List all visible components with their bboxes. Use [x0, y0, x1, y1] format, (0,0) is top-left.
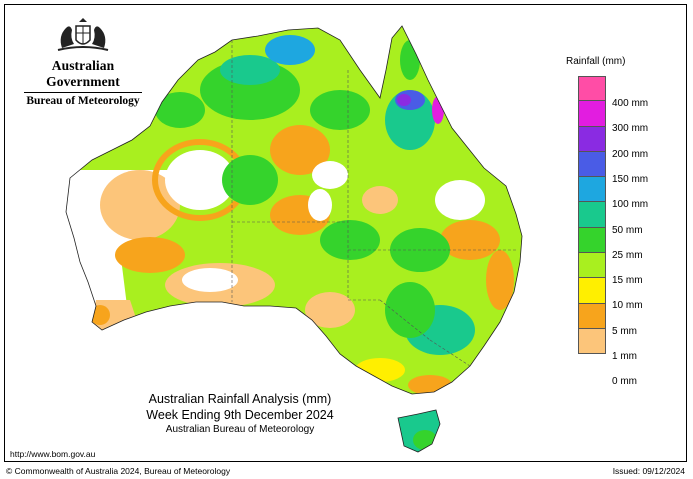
legend-label: 300 mm — [612, 123, 649, 135]
map-title-block: Australian Rainfall Analysis (mm) Week E… — [120, 392, 360, 435]
state-borders — [231, 40, 516, 367]
legend-swatch — [578, 76, 606, 102]
legend-label: 25 mm — [612, 249, 643, 261]
website-url[interactable]: http://www.bom.gov.au — [10, 449, 96, 459]
legend-swatch — [578, 303, 606, 329]
legend-swatch — [578, 328, 606, 355]
legend-swatch — [578, 177, 606, 203]
legend-swatch — [578, 151, 606, 178]
legend-label: 100 mm — [612, 199, 649, 211]
tasmania-outline — [397, 409, 441, 453]
australia-outline — [65, 25, 523, 395]
bureau-name: Bureau of Meteorology — [26, 95, 140, 107]
legend-swatch — [578, 253, 606, 279]
copyright-text: © Commonwealth of Australia 2024, Bureau… — [6, 466, 231, 476]
legend-swatch — [578, 126, 606, 152]
legend-swatch — [578, 202, 606, 228]
legend-label: 400 mm — [612, 98, 649, 109]
government-name: Australian Government — [46, 58, 120, 89]
legend-label: 50 mm — [612, 224, 643, 236]
legend-swatch — [578, 101, 606, 127]
legend-label: 0 mm — [612, 376, 637, 388]
legend-label: 15 mm — [612, 275, 643, 287]
legend-label: 150 mm — [612, 173, 649, 185]
map-title: Australian Rainfall Analysis (mm) — [148, 392, 332, 406]
legend-swatch — [578, 227, 606, 254]
issued-date: Issued: 09/12/2024 — [612, 466, 685, 476]
government-logo: Australian Government Bureau of Meteorol… — [18, 18, 148, 107]
legend-title: Rainfall (mm) — [566, 56, 626, 67]
legend-label: 5 mm — [612, 325, 637, 337]
legend-label: 1 mm — [612, 351, 637, 362]
map-source: Australian Bureau of Meteorology — [165, 424, 315, 435]
map-subtitle: Week Ending 9th December 2024 — [146, 408, 334, 422]
coat-of-arms-icon — [57, 18, 109, 51]
legend-label: 10 mm — [612, 300, 643, 312]
legend-swatch — [578, 278, 606, 304]
legend-label: 200 mm — [612, 148, 649, 160]
legend — [578, 76, 606, 355]
